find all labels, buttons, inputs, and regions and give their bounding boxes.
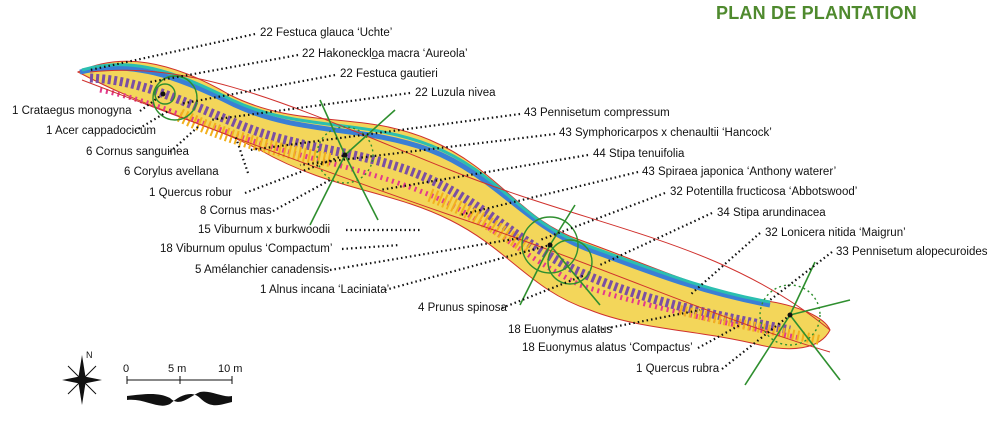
leader-dots [160, 91, 793, 318]
label-euonymus-compactus: 18 Euonymus alatus ‘Compactus’ [522, 342, 693, 354]
label-cornus-mas: 8 Cornus mas [200, 205, 272, 217]
label-festuca-glauca: 22 Festuca glauca ‘Uchte’ [260, 27, 393, 39]
label-festuca-gautieri: 22 Festuca gautieri [340, 68, 438, 80]
label-pennisetum-alopecuroides: 33 Pennisetum alopecuroides [836, 246, 988, 258]
scale-zero-label: 0 [123, 363, 130, 375]
scale-bar [126, 376, 233, 406]
north-arrow [62, 355, 102, 405]
label-luzula-nivea: 22 Luzula nivea [415, 87, 496, 99]
tree-branches [309, 99, 851, 386]
label-symphoricarpos: 43 Symphoricarpos x chenaultii ‘Hancock’ [559, 127, 772, 139]
label-crataegus: 1 Crataegus monogyna [12, 105, 132, 117]
label-quercus-robur: 1 Quercus robur [149, 187, 233, 199]
label-acer: 1 Acer cappadocicum [46, 125, 156, 137]
label-prunus-spinosa: 4 Prunus spinosa [418, 302, 507, 314]
leader-lines [89, 32, 833, 370]
plan-title: PLAN DE PLANTATION [716, 3, 917, 23]
label-alnus-incana: 1 Alnus incana ‘Laciniata’ [260, 284, 390, 296]
label-hakonechloa: 22 Hakonecklo̲a macra ‘Aureola’ [302, 48, 468, 60]
label-viburnum-burkwoodii: 15 Viburnum x burkwoodii [198, 224, 331, 236]
label-euonymus-alatus: 18 Euonymus alatus [508, 324, 613, 336]
scale-mid-label: 5 m [168, 363, 187, 375]
north-label: N [86, 350, 93, 360]
label-potentilla: 32 Potentilla fructicosa ‘Abbotswood’ [670, 186, 858, 198]
label-lonicera-nitida: 32 Lonicera nitida ‘Maigrun’ [765, 227, 906, 239]
label-amelanchier: 5 Amélanchier canadensis [195, 264, 330, 276]
label-cornus-sanguinea: 6 Cornus sanguinea [86, 146, 189, 158]
label-quercus-rubra: 1 Quercus rubra [636, 363, 720, 375]
label-pennisetum-compressum: 43 Pennisetum compressum [524, 107, 670, 119]
tree-canopies [152, 75, 821, 346]
scale-end-label: 10 m [218, 363, 243, 375]
label-corylus: 6 Corylus avellana [124, 166, 219, 178]
label-stipa-arundinacea: 34 Stipa arundinacea [717, 207, 826, 219]
label-viburnum-opulus: 18 Viburnum opulus ‘Compactum’ [160, 243, 333, 255]
label-stipa-tenuifolia: 44 Stipa tenuifolia [593, 148, 685, 160]
label-spiraea-japonica: 43 Spiraea japonica ‘Anthony waterer’ [642, 166, 837, 178]
